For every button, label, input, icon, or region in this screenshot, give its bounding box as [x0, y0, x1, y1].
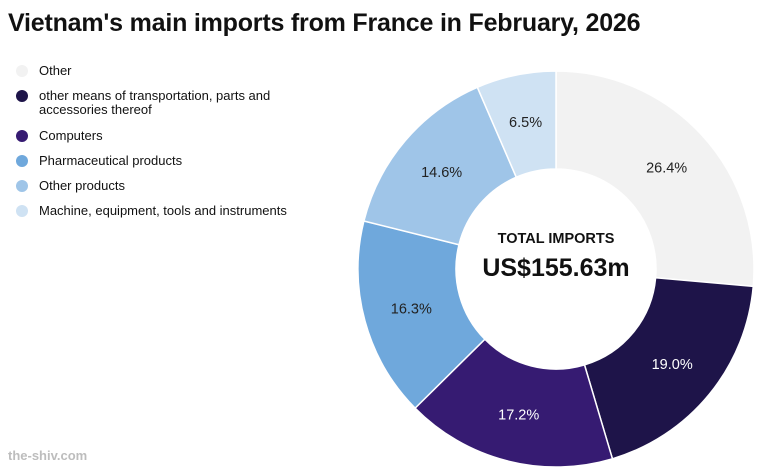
legend-item-transportation: other means of transportation, parts and…	[16, 89, 316, 117]
legend-item-computers: Computers	[16, 129, 316, 143]
legend: Other other means of transportation, par…	[16, 64, 316, 218]
donut-slice	[476, 70, 557, 179]
slice-label: 19.0%	[652, 357, 693, 373]
chart-title: Vietnam's main imports from France in Fe…	[8, 9, 641, 37]
legend-swatch	[16, 90, 28, 102]
donut-slice	[583, 276, 755, 460]
legend-label: Other products	[39, 178, 125, 193]
slice-label: 26.4%	[646, 161, 687, 177]
legend-swatch	[16, 155, 28, 167]
legend-label: Machine, equipment, tools and instrument…	[39, 203, 287, 218]
legend-item-pharmaceutical: Pharmaceutical products	[16, 154, 316, 168]
legend-label-continued: accessories thereof	[39, 102, 152, 117]
donut-slice	[555, 70, 755, 288]
slice-label: 17.2%	[498, 407, 539, 423]
center-value: US$155.63m	[482, 254, 629, 282]
slice-label: 6.5%	[509, 115, 542, 131]
legend-item-other-products: Other products	[16, 179, 316, 193]
legend-item-machine: Machine, equipment, tools and instrument…	[16, 204, 316, 218]
legend-swatch	[16, 65, 28, 77]
slice-label: 14.6%	[421, 165, 462, 181]
legend-label: Computers	[39, 128, 103, 143]
legend-swatch	[16, 180, 28, 192]
donut-slice	[414, 338, 614, 468]
legend-item-other: Other	[16, 64, 316, 78]
donut-slices	[357, 70, 755, 468]
legend-label: other means of transportation, parts and	[39, 88, 271, 103]
center-label: TOTAL IMPORTS	[498, 231, 615, 247]
donut-slice	[357, 220, 486, 410]
donut-slice-labels: 26.4% 19.0% 17.2% 16.3% 14.6% 6.5%	[391, 115, 693, 423]
watermark: the-shiv.com	[8, 448, 88, 463]
slice-label: 16.3%	[391, 302, 432, 318]
legend-label: Other	[39, 63, 72, 78]
legend-swatch	[16, 205, 28, 217]
legend-label: Pharmaceutical products	[39, 153, 183, 168]
legend-swatch	[16, 130, 28, 142]
